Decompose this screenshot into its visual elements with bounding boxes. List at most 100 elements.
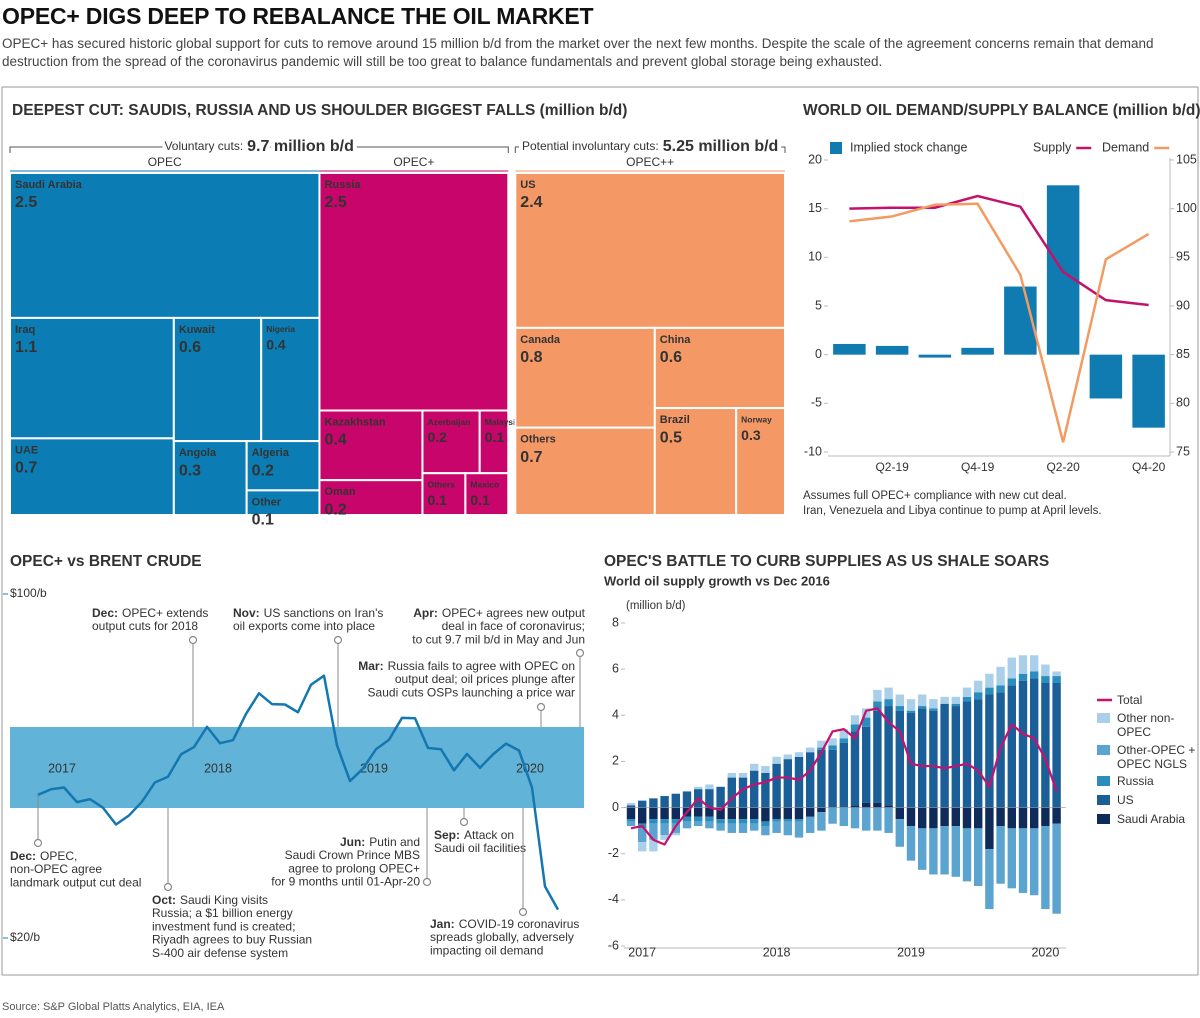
annotation: investment fund is created; bbox=[152, 920, 295, 934]
bar-segment bbox=[660, 823, 669, 836]
legend-label: Other non-OPEC bbox=[1117, 711, 1175, 739]
annotation-date: Jun: bbox=[340, 835, 365, 849]
bar-segment bbox=[884, 687, 893, 700]
cell-label: Canada bbox=[520, 334, 561, 346]
annotation: output deal; oil prices plunge after bbox=[395, 672, 575, 686]
bar-segment bbox=[884, 706, 893, 806]
cell-label: Kuwait bbox=[179, 324, 215, 336]
bar-segment bbox=[850, 805, 860, 808]
annotation: landmark output cut deal bbox=[10, 876, 141, 890]
bar-segment bbox=[906, 826, 916, 861]
bar-segment bbox=[682, 816, 692, 822]
bar-segment bbox=[783, 819, 792, 822]
annotation: deal in face of coronavirus; bbox=[442, 619, 585, 633]
bar-segment bbox=[794, 819, 804, 822]
bar-segment bbox=[895, 710, 904, 808]
bar-segment bbox=[750, 823, 759, 831]
bar-segment bbox=[738, 819, 748, 824]
bar-segment bbox=[1030, 678, 1039, 808]
treemap-cell bbox=[9, 437, 175, 516]
bar-segment bbox=[716, 823, 725, 831]
bar-segment bbox=[694, 821, 703, 827]
annotation-text: landmark output cut deal bbox=[10, 876, 141, 890]
bar-segment bbox=[772, 819, 781, 822]
bar-segment bbox=[660, 796, 669, 808]
legend-label: US bbox=[1117, 793, 1134, 807]
bar-segment bbox=[716, 807, 725, 820]
bar-segment bbox=[649, 819, 658, 824]
bar-segment bbox=[1007, 678, 1016, 686]
bar-segment bbox=[705, 821, 714, 829]
cell-value: 1.1 bbox=[15, 339, 37, 356]
annotation-text: Saudi oil facilities bbox=[434, 841, 526, 855]
leader-dot bbox=[333, 635, 343, 645]
y2-tick-label: 80 bbox=[1176, 396, 1190, 410]
y-tick-label: 8 bbox=[612, 615, 619, 629]
treemap-cell bbox=[735, 407, 786, 516]
y-tick-label: 4 bbox=[612, 708, 619, 722]
leader-dot bbox=[575, 648, 585, 658]
bar-segment bbox=[951, 703, 960, 707]
bar-segment bbox=[772, 756, 781, 764]
y-tick-label: 0 bbox=[612, 800, 619, 814]
line bbox=[849, 202, 1150, 443]
bar-segment bbox=[940, 807, 949, 827]
x-tick-label: 2017 bbox=[48, 761, 76, 775]
bar-segment bbox=[884, 805, 893, 808]
cell-value: 2.5 bbox=[15, 194, 37, 211]
bar-segment bbox=[772, 763, 781, 808]
cell-value: 0.7 bbox=[15, 460, 37, 477]
bar-segment bbox=[862, 726, 871, 803]
annotation-date: Mar: bbox=[358, 659, 383, 673]
treemap-cell bbox=[318, 172, 510, 412]
bar-segment bbox=[727, 807, 736, 820]
bar-segment bbox=[772, 807, 781, 820]
cell-label: Angola bbox=[179, 447, 217, 459]
annotation-text: non-OPEC agree bbox=[10, 862, 102, 876]
chart-title: OPEC'S BATTLE TO CURB SUPPLIES AS US SHA… bbox=[604, 553, 1049, 570]
bar-segment bbox=[1030, 828, 1039, 896]
annotation-text: output cuts for 2018 bbox=[92, 619, 198, 633]
annotation-date: Sep: bbox=[434, 828, 460, 842]
y2-tick-label: 100 bbox=[1176, 201, 1197, 215]
group-label: OPEC bbox=[148, 155, 182, 169]
cell-value: 0.3 bbox=[179, 462, 201, 479]
annotation-text: spreads globally, adversely bbox=[430, 930, 574, 944]
bar-segment bbox=[895, 706, 904, 711]
annotation: Jun: Putin and bbox=[340, 835, 420, 849]
bar-segment bbox=[738, 777, 748, 808]
bar-segment bbox=[862, 717, 871, 727]
bar-segment bbox=[694, 807, 703, 817]
bar-segment bbox=[750, 807, 759, 820]
bar-segment bbox=[817, 747, 826, 750]
annotation-text: oil exports come into place bbox=[233, 619, 375, 633]
cell-value: 0.4 bbox=[324, 432, 346, 449]
bar-segment bbox=[727, 819, 736, 824]
bar-segment bbox=[828, 807, 837, 824]
annotation-text: Attack on bbox=[464, 828, 514, 842]
bar-segment bbox=[884, 807, 893, 833]
cell-label: Brazil bbox=[660, 414, 690, 426]
bar-segment bbox=[649, 839, 658, 852]
annotation-text: for 9 months until 01-Apr-20 bbox=[271, 875, 420, 889]
bar-segment bbox=[1018, 655, 1028, 674]
x-tick-label: 2019 bbox=[897, 945, 925, 959]
bar bbox=[961, 347, 994, 355]
bar-segment bbox=[727, 777, 736, 808]
y-tick-label: 2 bbox=[612, 754, 619, 768]
bar-segment bbox=[962, 701, 972, 808]
leader-dot bbox=[536, 702, 546, 712]
bar-segment bbox=[873, 802, 882, 808]
bar-segment bbox=[671, 819, 680, 824]
legend-swatch bbox=[1097, 795, 1110, 805]
bar-segment bbox=[649, 798, 658, 808]
chart-title: WORLD OIL DEMAND/SUPPLY BALANCE (million… bbox=[803, 102, 1200, 119]
bar-segment bbox=[727, 823, 736, 833]
annotation: agree to prolong OPEC+ bbox=[288, 862, 420, 876]
bar-segment bbox=[1007, 807, 1016, 829]
panel-frame bbox=[1, 86, 1199, 976]
leader-dot bbox=[518, 907, 528, 917]
annotation: Oct: Saudi King visits bbox=[152, 893, 268, 907]
annotation: Saudi Crown Prince MBS bbox=[285, 848, 420, 862]
